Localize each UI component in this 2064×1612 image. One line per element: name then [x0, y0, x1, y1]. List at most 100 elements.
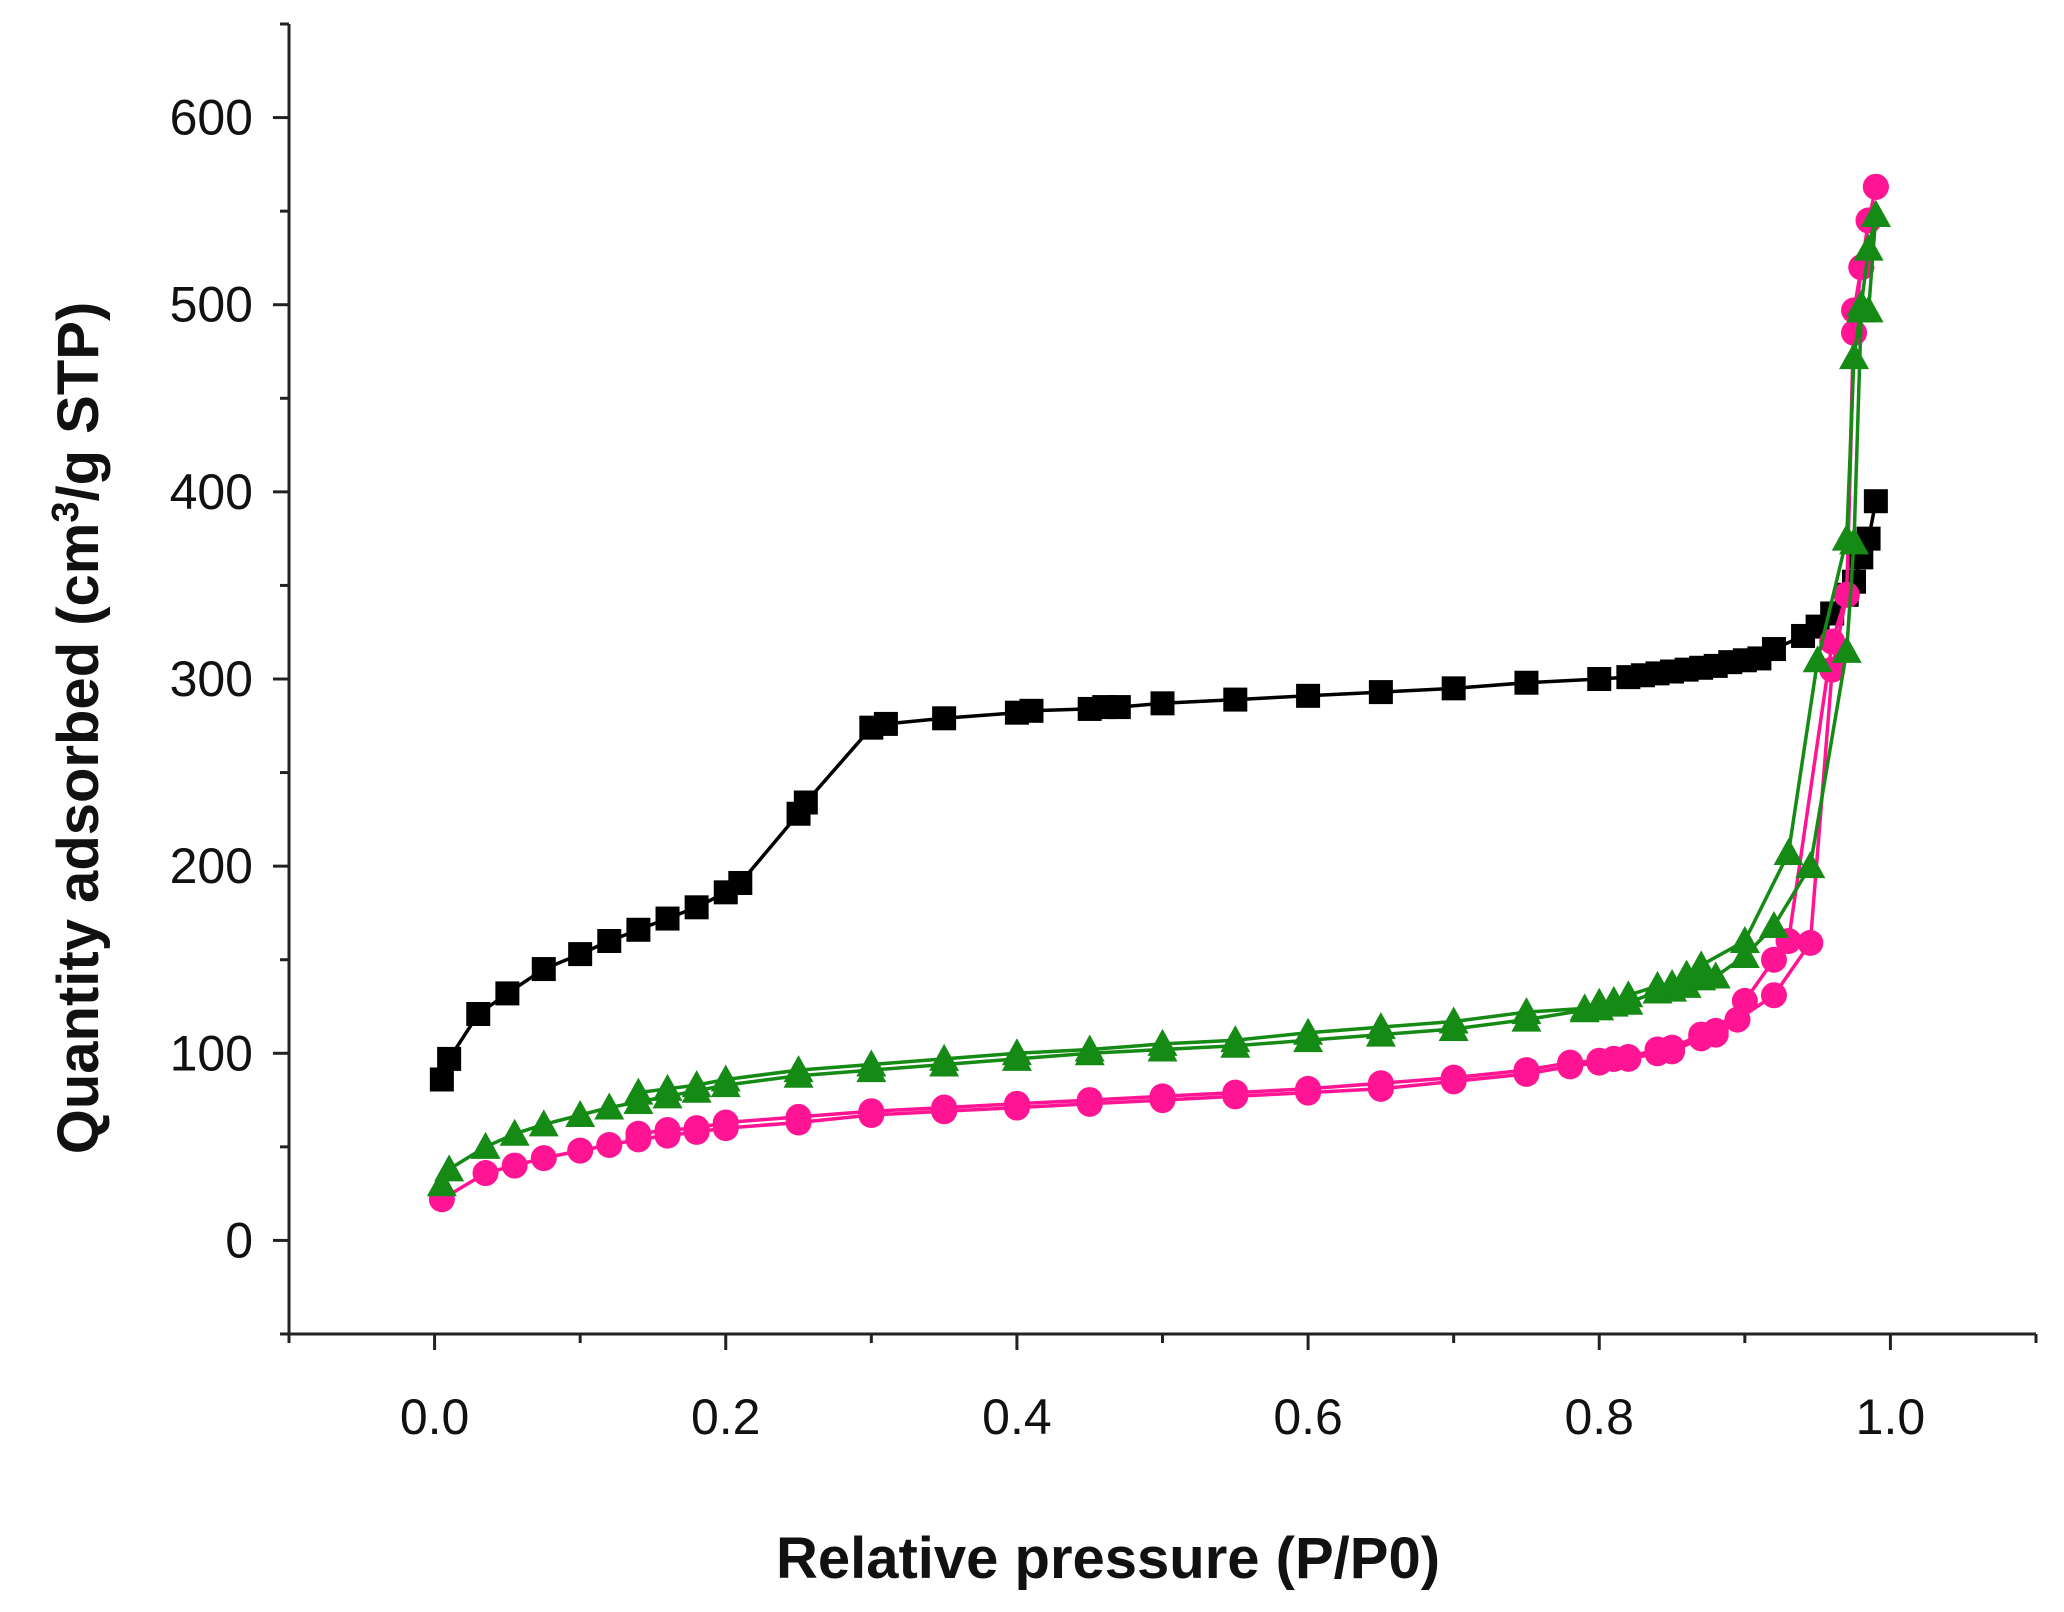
data-point-square	[1019, 698, 1044, 723]
data-point-circle	[1076, 1087, 1103, 1114]
y-axis-title-part-2: /g STP)	[46, 302, 111, 502]
data-point-square	[728, 870, 753, 895]
data-point-circle	[1644, 1036, 1671, 1063]
data-point-triangle	[783, 1055, 814, 1083]
x-tick-label: 0.2	[691, 1389, 761, 1445]
axes-layer	[273, 22, 2038, 1350]
data-point-triangle	[623, 1077, 654, 1105]
x-tick-label: 0.0	[400, 1389, 470, 1445]
data-point-circle	[1557, 1049, 1584, 1076]
data-point-triangle	[1758, 911, 1789, 939]
data-point-square	[873, 711, 898, 736]
data-point-circle	[567, 1137, 594, 1164]
data-point-square	[1150, 691, 1175, 716]
data-point-square	[655, 906, 680, 931]
y-tick-label: 300	[170, 651, 253, 707]
series-triangle	[426, 199, 1891, 1197]
data-point-circle	[1440, 1064, 1467, 1091]
data-point-triangle	[594, 1092, 625, 1120]
data-point-triangle	[856, 1049, 887, 1077]
data-point-circle	[1760, 982, 1787, 1009]
data-point-triangle	[1795, 851, 1826, 879]
y-tick-label: 200	[170, 838, 253, 894]
x-axis-title: Relative pressure (P/P0)	[776, 1526, 1440, 1591]
data-point-triangle	[1147, 1028, 1178, 1056]
data-point-square	[1441, 676, 1466, 701]
data-point-square	[429, 1067, 454, 1092]
data-point-circle	[472, 1160, 499, 1187]
data-point-triangle	[929, 1043, 960, 1071]
data-point-circle	[1731, 987, 1758, 1014]
data-point-square	[531, 957, 556, 982]
data-point-triangle	[426, 1169, 457, 1197]
data-point-circle	[501, 1152, 528, 1179]
data-point-circle	[1295, 1075, 1322, 1102]
y-axis-title-superscript: 3	[45, 501, 87, 522]
data-point-square	[466, 1001, 491, 1026]
data-point-triangle	[1853, 233, 1884, 261]
data-point-triangle	[1729, 926, 1760, 953]
data-point-triangle	[1773, 838, 1804, 866]
data-point-square	[1296, 683, 1321, 708]
data-point-square	[684, 895, 709, 920]
series-square	[429, 489, 1888, 1092]
data-point-triangle	[1511, 997, 1542, 1025]
data-point-triangle	[1220, 1025, 1251, 1053]
series-circle	[428, 173, 1889, 1213]
x-tick-label: 0.6	[1273, 1389, 1343, 1445]
data-point-triangle	[1846, 289, 1877, 317]
data-point-triangle	[710, 1064, 741, 1092]
data-point-triangle	[1001, 1038, 1032, 1066]
data-point-triangle	[1802, 645, 1833, 673]
data-point-square	[932, 706, 957, 731]
tick-labels: 0 100 200 300 400 500 600 0.0 0.2 0.4 0.6 0.8 1.0	[170, 90, 1926, 1445]
data-point-circle	[931, 1094, 958, 1121]
data-point-circle	[712, 1109, 739, 1136]
data-point-square	[1368, 680, 1393, 705]
data-point-circle	[1862, 173, 1889, 200]
data-point-circle	[596, 1131, 623, 1158]
data-point-square	[568, 942, 593, 967]
data-point-square	[1587, 667, 1612, 691]
data-point-circle	[1797, 929, 1824, 956]
data-point-triangle	[499, 1118, 530, 1146]
y-tick-label: 500	[170, 277, 253, 333]
data-point-square	[437, 1046, 462, 1071]
data-point-triangle	[1839, 342, 1870, 370]
data-point-triangle	[1729, 940, 1760, 968]
data-point-square	[1223, 687, 1248, 712]
data-point-triangle	[434, 1154, 465, 1182]
y-tick-label: 100	[170, 1025, 253, 1081]
data-point-circle	[785, 1103, 812, 1130]
data-point-circle	[683, 1115, 710, 1142]
data-point-triangle	[1642, 970, 1673, 998]
data-point-circle	[654, 1117, 681, 1144]
data-point-triangle	[1700, 961, 1731, 989]
data-point-circle	[530, 1145, 557, 1172]
data-point-triangle	[1671, 959, 1702, 987]
data-point-circle	[1003, 1090, 1030, 1117]
data-point-circle	[1149, 1083, 1176, 1110]
data-point-circle	[1586, 1047, 1613, 1074]
x-tick-label: 0.4	[982, 1389, 1052, 1445]
data-point-triangle	[1074, 1034, 1105, 1062]
data-point-triangle	[1860, 199, 1891, 227]
data-point-triangle	[1569, 993, 1600, 1021]
data-point-triangle	[681, 1070, 712, 1098]
y-axis-title-part-1: Quantity adsorbed (cm	[46, 523, 111, 1155]
data-point-circle	[858, 1098, 885, 1125]
data-point-circle	[1513, 1057, 1540, 1084]
data-point-square	[1863, 489, 1888, 514]
data-point-circle	[1833, 581, 1860, 608]
data-point-triangle	[1831, 523, 1862, 551]
data-point-square	[495, 981, 520, 1006]
data-point-square	[626, 917, 651, 942]
data-point-square	[1106, 695, 1131, 720]
y-axis-title: Quantity adsorbed (cm3/g STP)	[45, 302, 111, 1155]
data-point-triangle	[470, 1131, 501, 1159]
y-tick-label: 400	[170, 464, 253, 520]
data-point-circle	[1841, 319, 1868, 346]
data-point-square	[1514, 670, 1539, 695]
data-point-circle	[1688, 1021, 1715, 1048]
